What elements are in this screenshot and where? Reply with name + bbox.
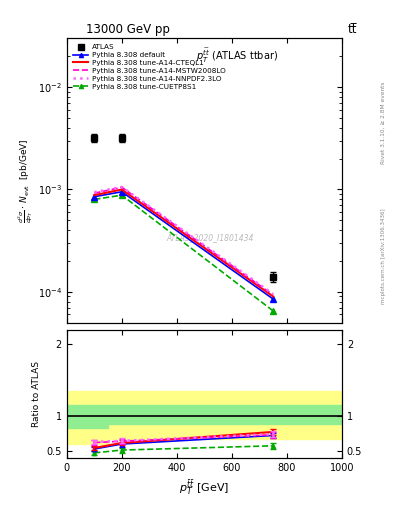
Y-axis label: $\frac{d^2\sigma}{dp_T}\cdot\,N_{\rm evt}$  [pb/GeV]: $\frac{d^2\sigma}{dp_T}\cdot\,N_{\rm evt… [17,138,35,223]
Text: Rivet 3.1.10, ≥ 2.8M events: Rivet 3.1.10, ≥ 2.8M events [381,81,386,164]
Text: mcplots.cern.ch [arXiv:1306.3436]: mcplots.cern.ch [arXiv:1306.3436] [381,208,386,304]
Text: $p_T^{\bar{t}\bar{t}}$ (ATLAS ttbar): $p_T^{\bar{t}\bar{t}}$ (ATLAS ttbar) [196,47,278,65]
Text: tt̅: tt̅ [348,23,358,36]
X-axis label: $p^{\bar{t}\bar{t}}_{T}$ [GeV]: $p^{\bar{t}\bar{t}}_{T}$ [GeV] [179,479,230,497]
Text: ATLAS_2020_I1801434: ATLAS_2020_I1801434 [166,233,253,242]
Y-axis label: Ratio to ATLAS: Ratio to ATLAS [32,361,41,427]
Legend: ATLAS, Pythia 8.308 default, Pythia 8.308 tune-A14-CTEQL1, Pythia 8.308 tune-A14: ATLAS, Pythia 8.308 default, Pythia 8.30… [70,42,228,92]
Text: 13000 GeV pp: 13000 GeV pp [86,23,170,36]
